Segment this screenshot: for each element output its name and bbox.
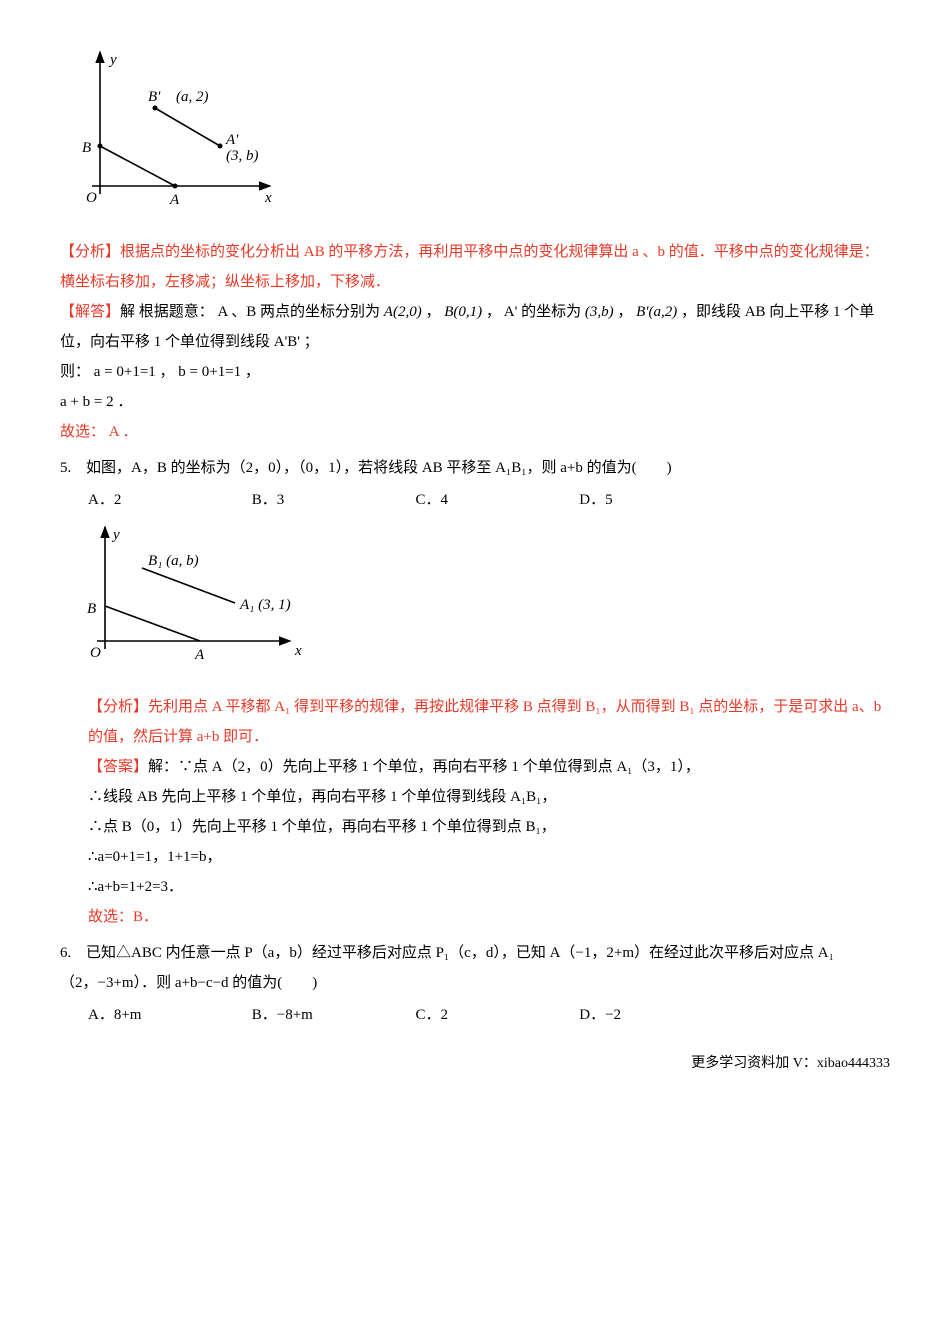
svg-text:B': B': [148, 89, 161, 105]
q6-choices: A．8+m B．−8+m C．2 D．−2: [88, 1000, 890, 1030]
q6-choice-b[interactable]: B．−8+m: [252, 1000, 412, 1030]
q5-choice-d[interactable]: D．5: [579, 485, 739, 515]
answer-label: 【解答】: [60, 304, 120, 320]
svg-text:y: y: [108, 52, 117, 68]
q5-answer-block: 【答案】解：∵点 A（2，0）先向上平移 1 个单位，再向右平移 1 个单位得到…: [88, 752, 890, 782]
svg-text:A: A: [169, 192, 180, 208]
q4-m3: ，: [614, 304, 637, 320]
q5-number: 5.: [60, 453, 86, 483]
q5-answer-label: 【答案】: [88, 759, 148, 775]
q5-stem-row: 5.如图，A，B 的坐标为（2，0），（0，1），若将线段 AB 平移至 A₁B…: [60, 453, 890, 483]
svg-text:A': A': [225, 132, 239, 148]
q5-choice-b[interactable]: B．3: [252, 485, 412, 515]
q5-analysis-label: 【分析】: [88, 699, 148, 715]
q5-choice-a[interactable]: A．2: [88, 485, 248, 515]
q4-l1a: 解 根据题意： A 、B 两点的坐标分别为: [120, 304, 384, 320]
figure-q5-svg: y x O A B A₁ (3, 1) B₁ (a, b): [70, 521, 320, 671]
q5-l3: ∴点 B（0，1）先向上平移 1 个单位，再向右平移 1 个单位得到点 B₁，: [88, 812, 890, 842]
q4-l3: a + b = 2 ．: [60, 387, 890, 417]
q4-answer-block: 【解答】解 根据题意： A 、B 两点的坐标分别为 A(2,0) ， B(0,1…: [60, 297, 890, 357]
q5-l2: ∴线段 AB 先向上平移 1 个单位，再向右平移 1 个单位得到线段 A₁B₁，: [88, 782, 890, 812]
svg-text:A₁ (3, 1): A₁ (3, 1): [239, 597, 291, 613]
page-footer: 更多学习资料加 V：xibao444333: [60, 1050, 890, 1078]
svg-text:B: B: [82, 140, 91, 156]
svg-text:O: O: [86, 190, 97, 206]
q5-analysis: 【分析】先利用点 A 平移都 A₁ 得到平移的规律，再按此规律平移 B 点得到 …: [88, 692, 890, 752]
svg-text:A: A: [194, 647, 205, 663]
q6-choice-c[interactable]: C．2: [416, 1000, 576, 1030]
q6-number: 6.: [60, 938, 86, 968]
svg-text:x: x: [294, 643, 302, 659]
q6-stem-row: 6.已知△ABC 内任意一点 P（a，b）经过平移后对应点 P₁（c，d），已知…: [60, 938, 890, 998]
q5-l5: ∴a+b=1+2=3．: [88, 872, 890, 902]
q6-choice-a[interactable]: A．8+m: [88, 1000, 248, 1030]
q4-analysis: 【分析】根据点的坐标的变化分析出 AB 的平移方法，再利用平移中点的变化规律算出…: [60, 237, 890, 297]
q6-choice-d[interactable]: D．−2: [579, 1000, 739, 1030]
analysis-label: 【分析】: [60, 244, 120, 260]
svg-text:(a, 2): (a, 2): [176, 89, 209, 105]
q4-Bcoord: B(0,1): [444, 304, 482, 320]
q4-m2: ， A' 的坐标为: [482, 304, 585, 320]
svg-text:y: y: [111, 527, 120, 543]
q4-analysis-text: 根据点的坐标的变化分析出 AB 的平移方法，再利用平移中点的变化规律算出 a 、…: [60, 244, 879, 290]
figure-q4: y x O A B A'(3, b) B' (a, 2): [70, 46, 890, 227]
svg-text:O: O: [90, 645, 101, 661]
q4-l2: 则： a = 0+1=1 ， b = 0+1=1 ，: [60, 357, 890, 387]
q4-Acoord: A(2,0): [384, 304, 422, 320]
q4-Apcoord: (3,b): [585, 304, 614, 320]
q4-choice: 故选： A ．: [60, 417, 890, 447]
svg-text:B₁ (a, b): B₁ (a, b): [148, 553, 199, 569]
q5-l4: ∴a=0+1=1，1+1=b，: [88, 842, 890, 872]
q5-choice: 故选：B．: [88, 902, 890, 932]
q5-stem: 如图，A，B 的坐标为（2，0），（0，1），若将线段 AB 平移至 A₁B₁，…: [86, 460, 672, 476]
svg-text:x: x: [264, 190, 272, 206]
q5-choice-c[interactable]: C．4: [416, 485, 576, 515]
q6-stem: 已知△ABC 内任意一点 P（a，b）经过平移后对应点 P₁（c，d），已知 A…: [60, 945, 834, 991]
q5-l1: 解：∵点 A（2，0）先向上平移 1 个单位，再向右平移 1 个单位得到点 A₁…: [148, 759, 700, 775]
q4-m1: ，: [422, 304, 445, 320]
svg-text:(3, b): (3, b): [226, 148, 259, 164]
figure-q5: y x O A B A₁ (3, 1) B₁ (a, b): [70, 521, 890, 682]
q5-choices: A．2 B．3 C．4 D．5: [88, 485, 890, 515]
q5-analysis-text: 先利用点 A 平移都 A₁ 得到平移的规律，再按此规律平移 B 点得到 B₁，从…: [88, 699, 881, 745]
figure-q4-svg: y x O A B A'(3, b) B' (a, 2): [70, 46, 290, 216]
q4-Bpcoord: B'(a,2): [636, 304, 677, 320]
svg-text:B: B: [87, 601, 96, 617]
